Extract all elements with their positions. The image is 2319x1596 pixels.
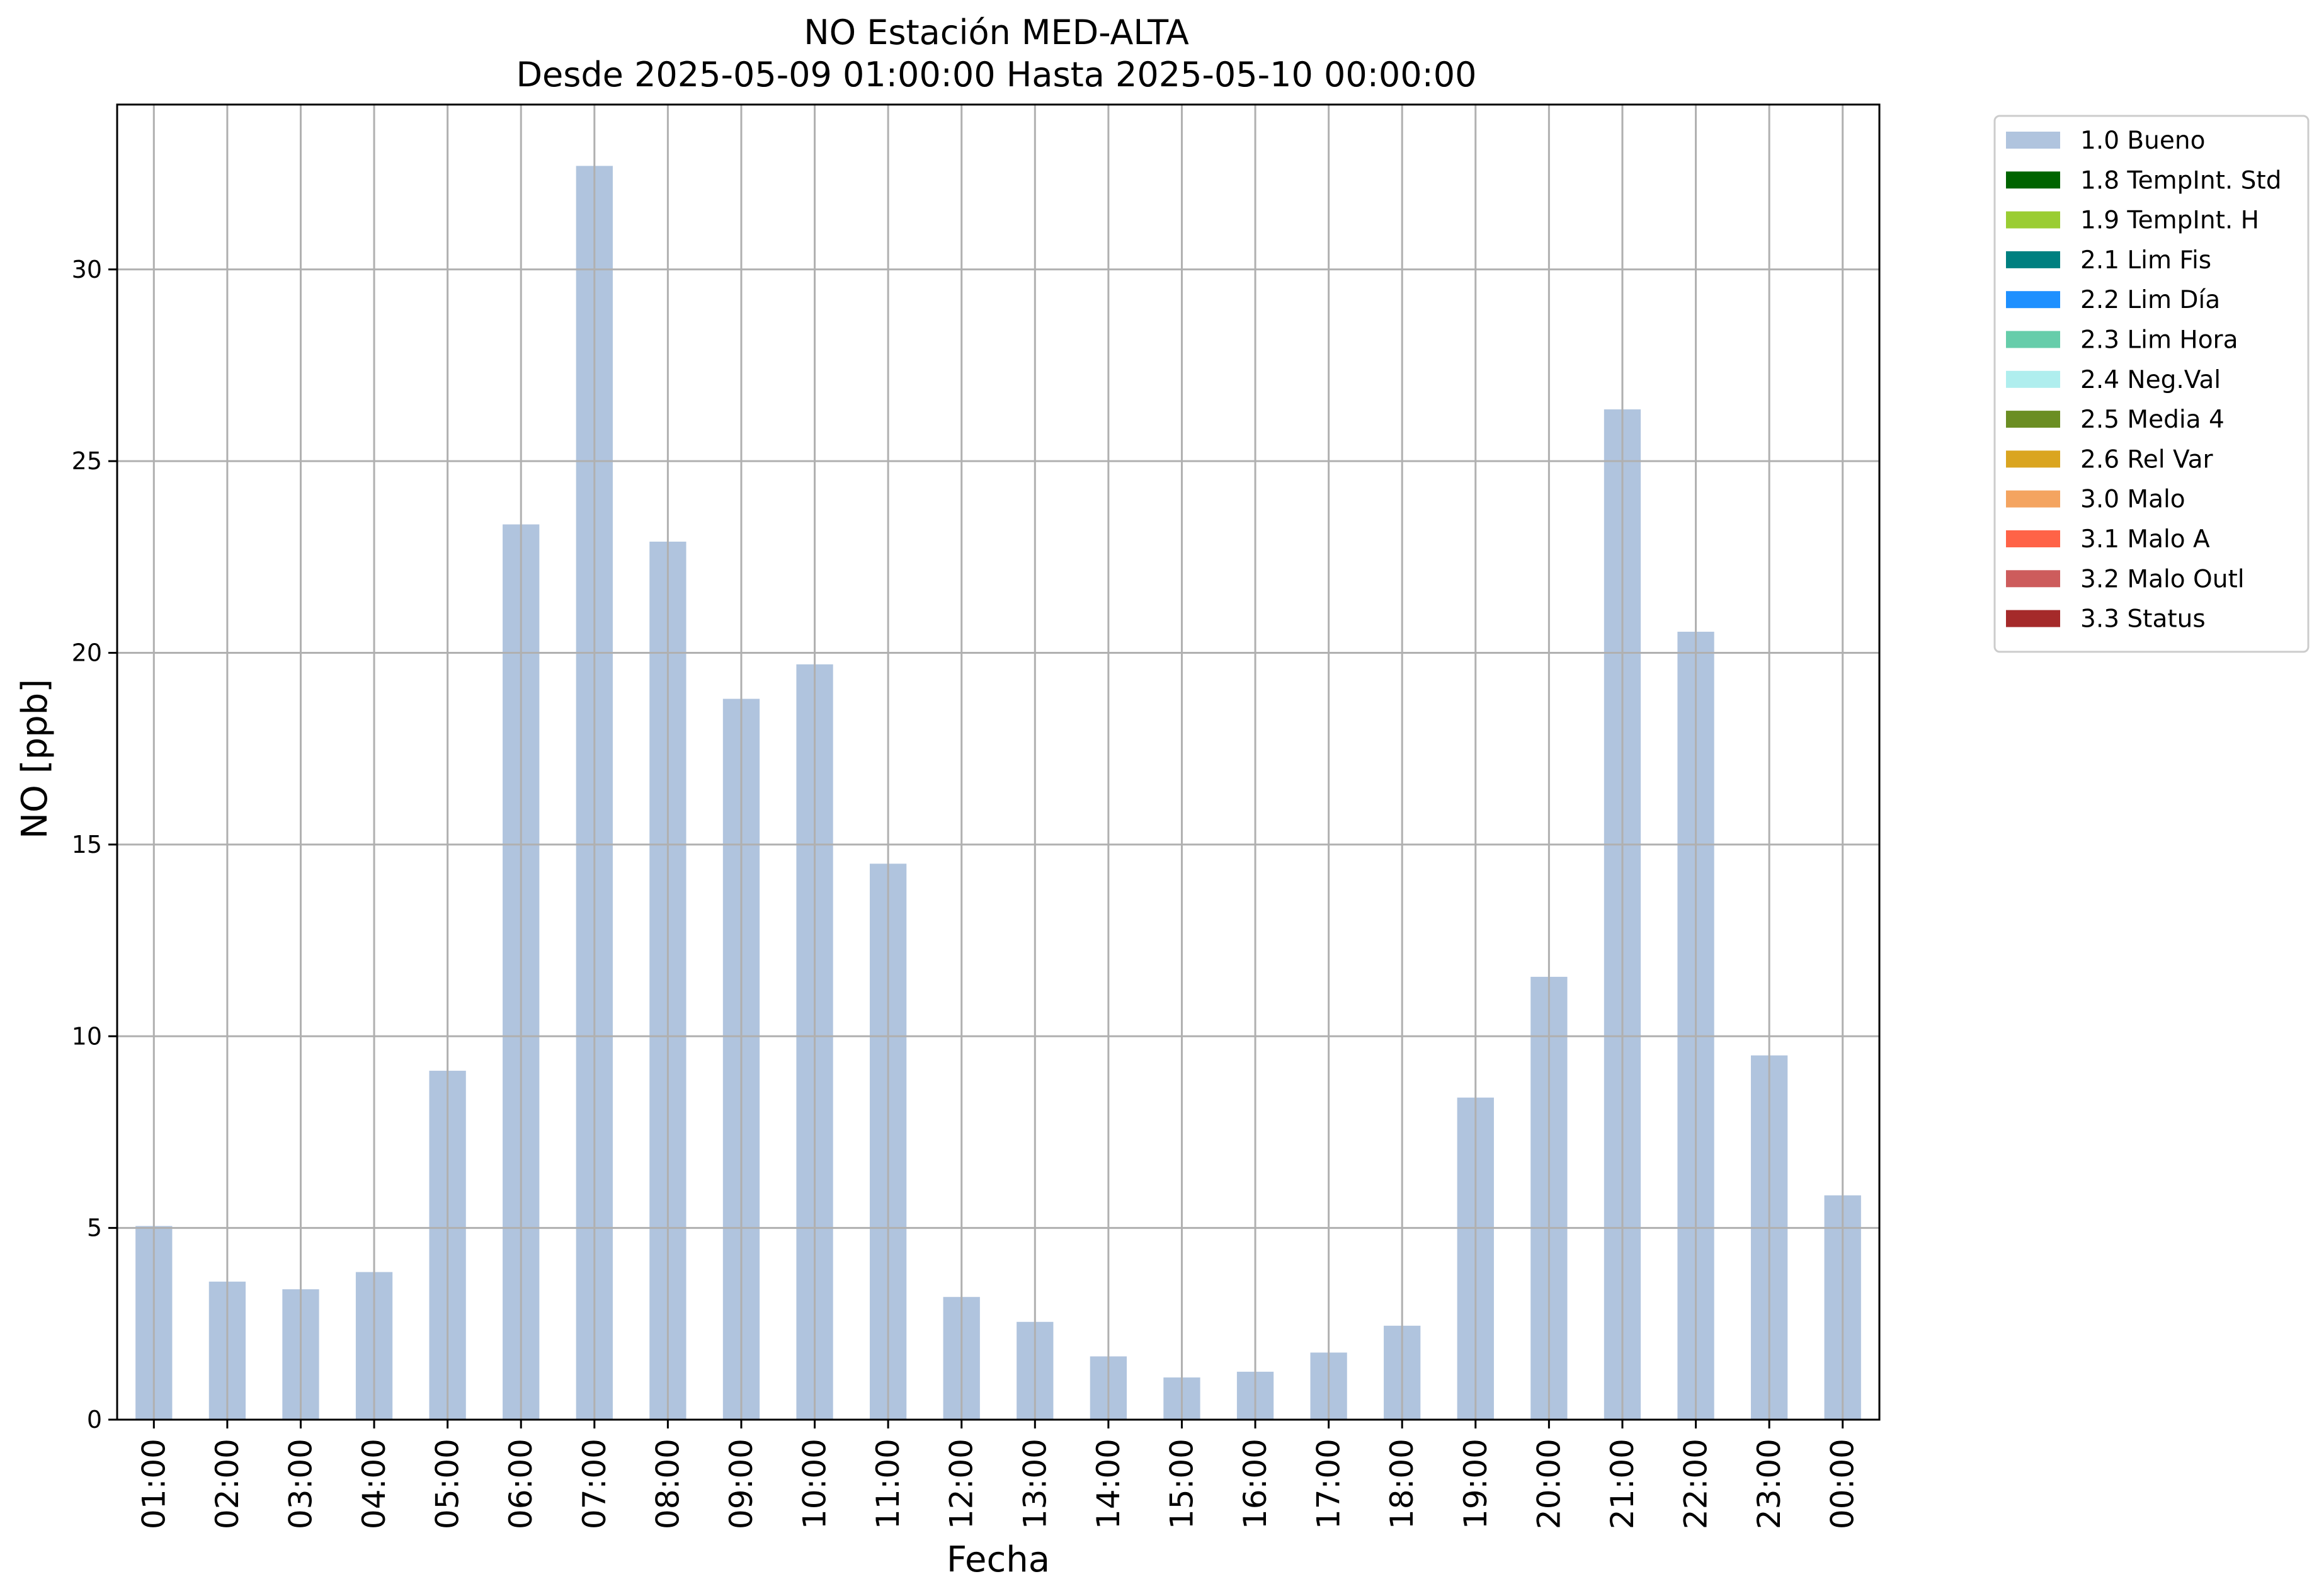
y-tick-label: 30 [72, 256, 102, 283]
bars [135, 166, 1861, 1420]
x-tick-label: 22:00 [1678, 1439, 1714, 1529]
x-tick-label: 00:00 [1825, 1439, 1861, 1529]
chart-subtitle: Desde 2025-05-09 01:00:00 Hasta 2025-05-… [516, 55, 1476, 94]
x-tick-label: 06:00 [503, 1439, 539, 1529]
legend-label: 3.2 Malo Outl [2080, 565, 2245, 593]
y-tick-label: 20 [72, 639, 102, 667]
x-tick-label: 09:00 [723, 1439, 760, 1529]
legend-swatch [2006, 411, 2060, 428]
x-tick-label: 08:00 [649, 1439, 686, 1529]
y-tick-label: 10 [72, 1022, 102, 1050]
legend-label: 1.0 Bueno [2080, 127, 2205, 155]
legend-swatch [2006, 570, 2060, 588]
legend-swatch [2006, 530, 2060, 547]
x-tick-label: 03:00 [282, 1439, 319, 1529]
legend-swatch [2006, 610, 2060, 627]
x-tick-label: 05:00 [430, 1439, 466, 1529]
x-tick-label: 17:00 [1311, 1439, 1347, 1529]
legend-label: 2.6 Rel Var [2080, 445, 2214, 474]
x-tick-label: 11:00 [870, 1439, 906, 1529]
legend-label: 3.0 Malo [2080, 486, 2185, 514]
legend-swatch [2006, 331, 2060, 348]
x-tick-label: 13:00 [1017, 1439, 1053, 1529]
x-tick-label: 07:00 [576, 1439, 613, 1529]
y-tick-label: 25 [72, 447, 102, 475]
x-tick-label: 04:00 [356, 1439, 392, 1529]
legend-swatch [2006, 291, 2060, 309]
y-tick-label: 0 [87, 1406, 102, 1434]
legend-label: 1.8 TempInt. Std [2080, 166, 2281, 195]
x-tick-label: 15:00 [1163, 1439, 1200, 1529]
legend-label: 2.2 Lim Día [2080, 286, 2220, 314]
legend: 1.0 Bueno 1.8 TempInt. Std 1.9 TempInt. H 2… [1993, 115, 2310, 653]
legend-swatch [2006, 251, 2060, 268]
y-axis-label: NO [ppb] [14, 679, 55, 839]
legend-swatch [2006, 370, 2060, 388]
plot-frame [116, 103, 1881, 1421]
legend-label: 2.5 Media 4 [2080, 406, 2225, 434]
legend-swatch [2006, 450, 2060, 468]
x-axis-ticks: 01:00 02:00 03:00 04:00 05:00 06:00 07:00 08:00… [135, 1420, 1861, 1529]
y-axis-ticks: 0 5 10 15 20 25 30 [72, 256, 117, 1434]
x-tick-label: 18:00 [1384, 1439, 1420, 1529]
legend-swatch [2006, 211, 2060, 229]
x-tick-label: 21:00 [1604, 1439, 1641, 1529]
legend-swatch [2006, 132, 2060, 149]
chart-title: NO Estación MED-ALTA [804, 13, 1189, 52]
x-tick-label: 19:00 [1457, 1439, 1494, 1529]
legend-label: 3.1 Malo A [2080, 525, 2210, 554]
legend-label: 2.4 Neg.Val [2080, 366, 2221, 394]
x-tick-label: 14:00 [1090, 1439, 1127, 1529]
legend-swatch [2006, 171, 2060, 189]
grid-lines [117, 105, 1879, 1420]
legend-box [1993, 115, 2310, 653]
x-tick-label: 16:00 [1237, 1439, 1273, 1529]
x-axis-label: Fecha [947, 1539, 1050, 1580]
x-tick-label: 12:00 [943, 1439, 980, 1529]
legend-label: 2.3 Lim Hora [2080, 326, 2238, 355]
legend-swatch [2006, 490, 2060, 508]
x-tick-label: 23:00 [1751, 1439, 1787, 1529]
y-tick-label: 15 [72, 831, 102, 858]
y-tick-label: 5 [87, 1214, 102, 1242]
x-tick-label: 10:00 [797, 1439, 833, 1529]
legend-label: 2.1 Lim Fis [2080, 246, 2211, 275]
x-tick-label: 20:00 [1530, 1439, 1567, 1529]
legend-label: 3.3 Status [2080, 605, 2206, 634]
x-tick-label: 01:00 [135, 1439, 172, 1529]
x-tick-label: 02:00 [209, 1439, 246, 1529]
legend-label: 1.9 TempInt. H [2080, 207, 2259, 235]
